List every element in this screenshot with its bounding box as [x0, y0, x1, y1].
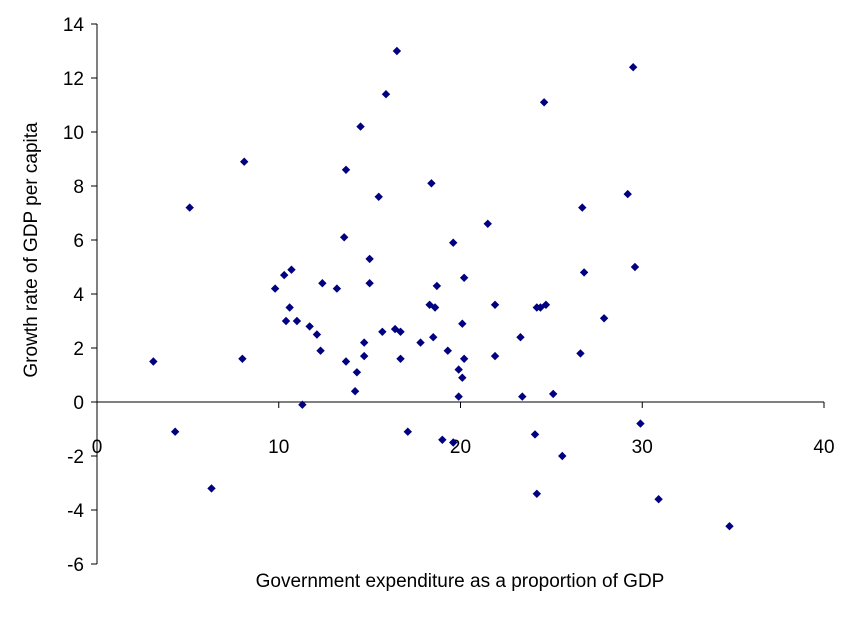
data-point	[599, 314, 609, 323]
data-point	[207, 484, 216, 493]
data-point	[725, 522, 734, 531]
data-point	[378, 327, 387, 336]
data-point	[185, 203, 194, 212]
data-point	[365, 279, 374, 288]
data-point	[170, 427, 180, 436]
y-tick-label: -4	[67, 501, 84, 522]
data-point	[298, 400, 307, 409]
data-point	[579, 268, 589, 277]
x-tick-label: 0	[92, 437, 103, 458]
data-points	[149, 46, 734, 531]
data-point	[149, 357, 158, 366]
data-point	[270, 284, 280, 293]
data-point	[438, 435, 447, 444]
data-point	[240, 157, 249, 166]
data-point	[532, 489, 542, 498]
data-point	[316, 346, 325, 355]
data-point	[403, 427, 412, 436]
data-point	[356, 122, 365, 131]
data-point	[416, 338, 425, 347]
data-point	[292, 316, 302, 326]
data-point	[623, 189, 632, 199]
data-point	[430, 303, 440, 312]
data-point	[458, 373, 467, 382]
data-point	[539, 98, 549, 107]
y-tick-label: -6	[67, 555, 84, 576]
data-point	[427, 179, 436, 188]
data-point	[449, 238, 458, 247]
data-point	[654, 495, 663, 504]
data-point	[548, 389, 558, 399]
data-point	[352, 368, 362, 377]
y-axis-ticks: -6 -4 -2 0 2 4 6 8 10 12 14	[63, 15, 97, 576]
data-point	[490, 300, 500, 309]
data-point	[280, 270, 289, 280]
data-point	[541, 300, 551, 309]
data-point	[454, 392, 463, 401]
data-point	[483, 219, 492, 228]
x-tick-label: 40	[813, 437, 834, 458]
data-point	[449, 438, 458, 447]
data-point	[287, 265, 296, 274]
y-tick-label: 6	[73, 231, 84, 252]
data-point	[490, 351, 500, 361]
data-point	[558, 451, 567, 461]
x-axis-title: Government expenditure as a proportion o…	[256, 571, 665, 592]
data-point	[636, 419, 645, 428]
data-point	[365, 254, 374, 264]
data-point	[281, 316, 291, 326]
y-axis-title: Growth rate of GDP per capita	[21, 122, 42, 378]
x-tick-label: 10	[268, 437, 289, 458]
data-point	[443, 346, 452, 355]
data-point	[576, 349, 585, 358]
data-point	[630, 262, 640, 272]
data-point	[530, 430, 540, 439]
y-tick-label: 12	[63, 69, 84, 90]
y-tick-label: -2	[67, 447, 84, 468]
y-tick-label: 2	[73, 339, 84, 360]
data-point	[459, 354, 469, 363]
data-point	[516, 333, 525, 342]
data-point	[359, 338, 369, 347]
data-point	[359, 351, 369, 361]
y-tick-label: 8	[73, 177, 84, 198]
y-tick-label: 10	[63, 123, 84, 144]
data-point	[429, 333, 438, 342]
data-point	[285, 303, 294, 312]
data-point	[454, 365, 463, 374]
data-point	[392, 46, 402, 56]
axes	[96, 24, 824, 564]
y-tick-label: 14	[63, 15, 85, 36]
data-point	[238, 354, 247, 363]
data-point	[432, 281, 442, 291]
data-point	[396, 327, 405, 336]
data-point	[341, 165, 351, 174]
data-point	[518, 392, 527, 401]
y-tick-label: 0	[73, 393, 84, 414]
data-point	[374, 192, 383, 201]
data-point	[578, 203, 587, 212]
data-point	[536, 303, 545, 312]
y-tick-label: 4	[73, 285, 84, 306]
data-point	[332, 284, 342, 293]
data-point	[458, 319, 467, 328]
data-point	[350, 387, 360, 396]
data-point	[318, 279, 327, 288]
x-tick-label: 30	[632, 437, 653, 458]
data-point	[341, 357, 351, 366]
data-point	[312, 330, 322, 339]
data-point	[459, 273, 469, 282]
data-point	[381, 90, 391, 99]
data-point	[628, 63, 638, 72]
x-axis-ticks: 0 10 20 30 40	[92, 402, 835, 458]
data-point	[339, 233, 349, 242]
data-point	[396, 354, 405, 363]
data-point	[305, 322, 314, 331]
